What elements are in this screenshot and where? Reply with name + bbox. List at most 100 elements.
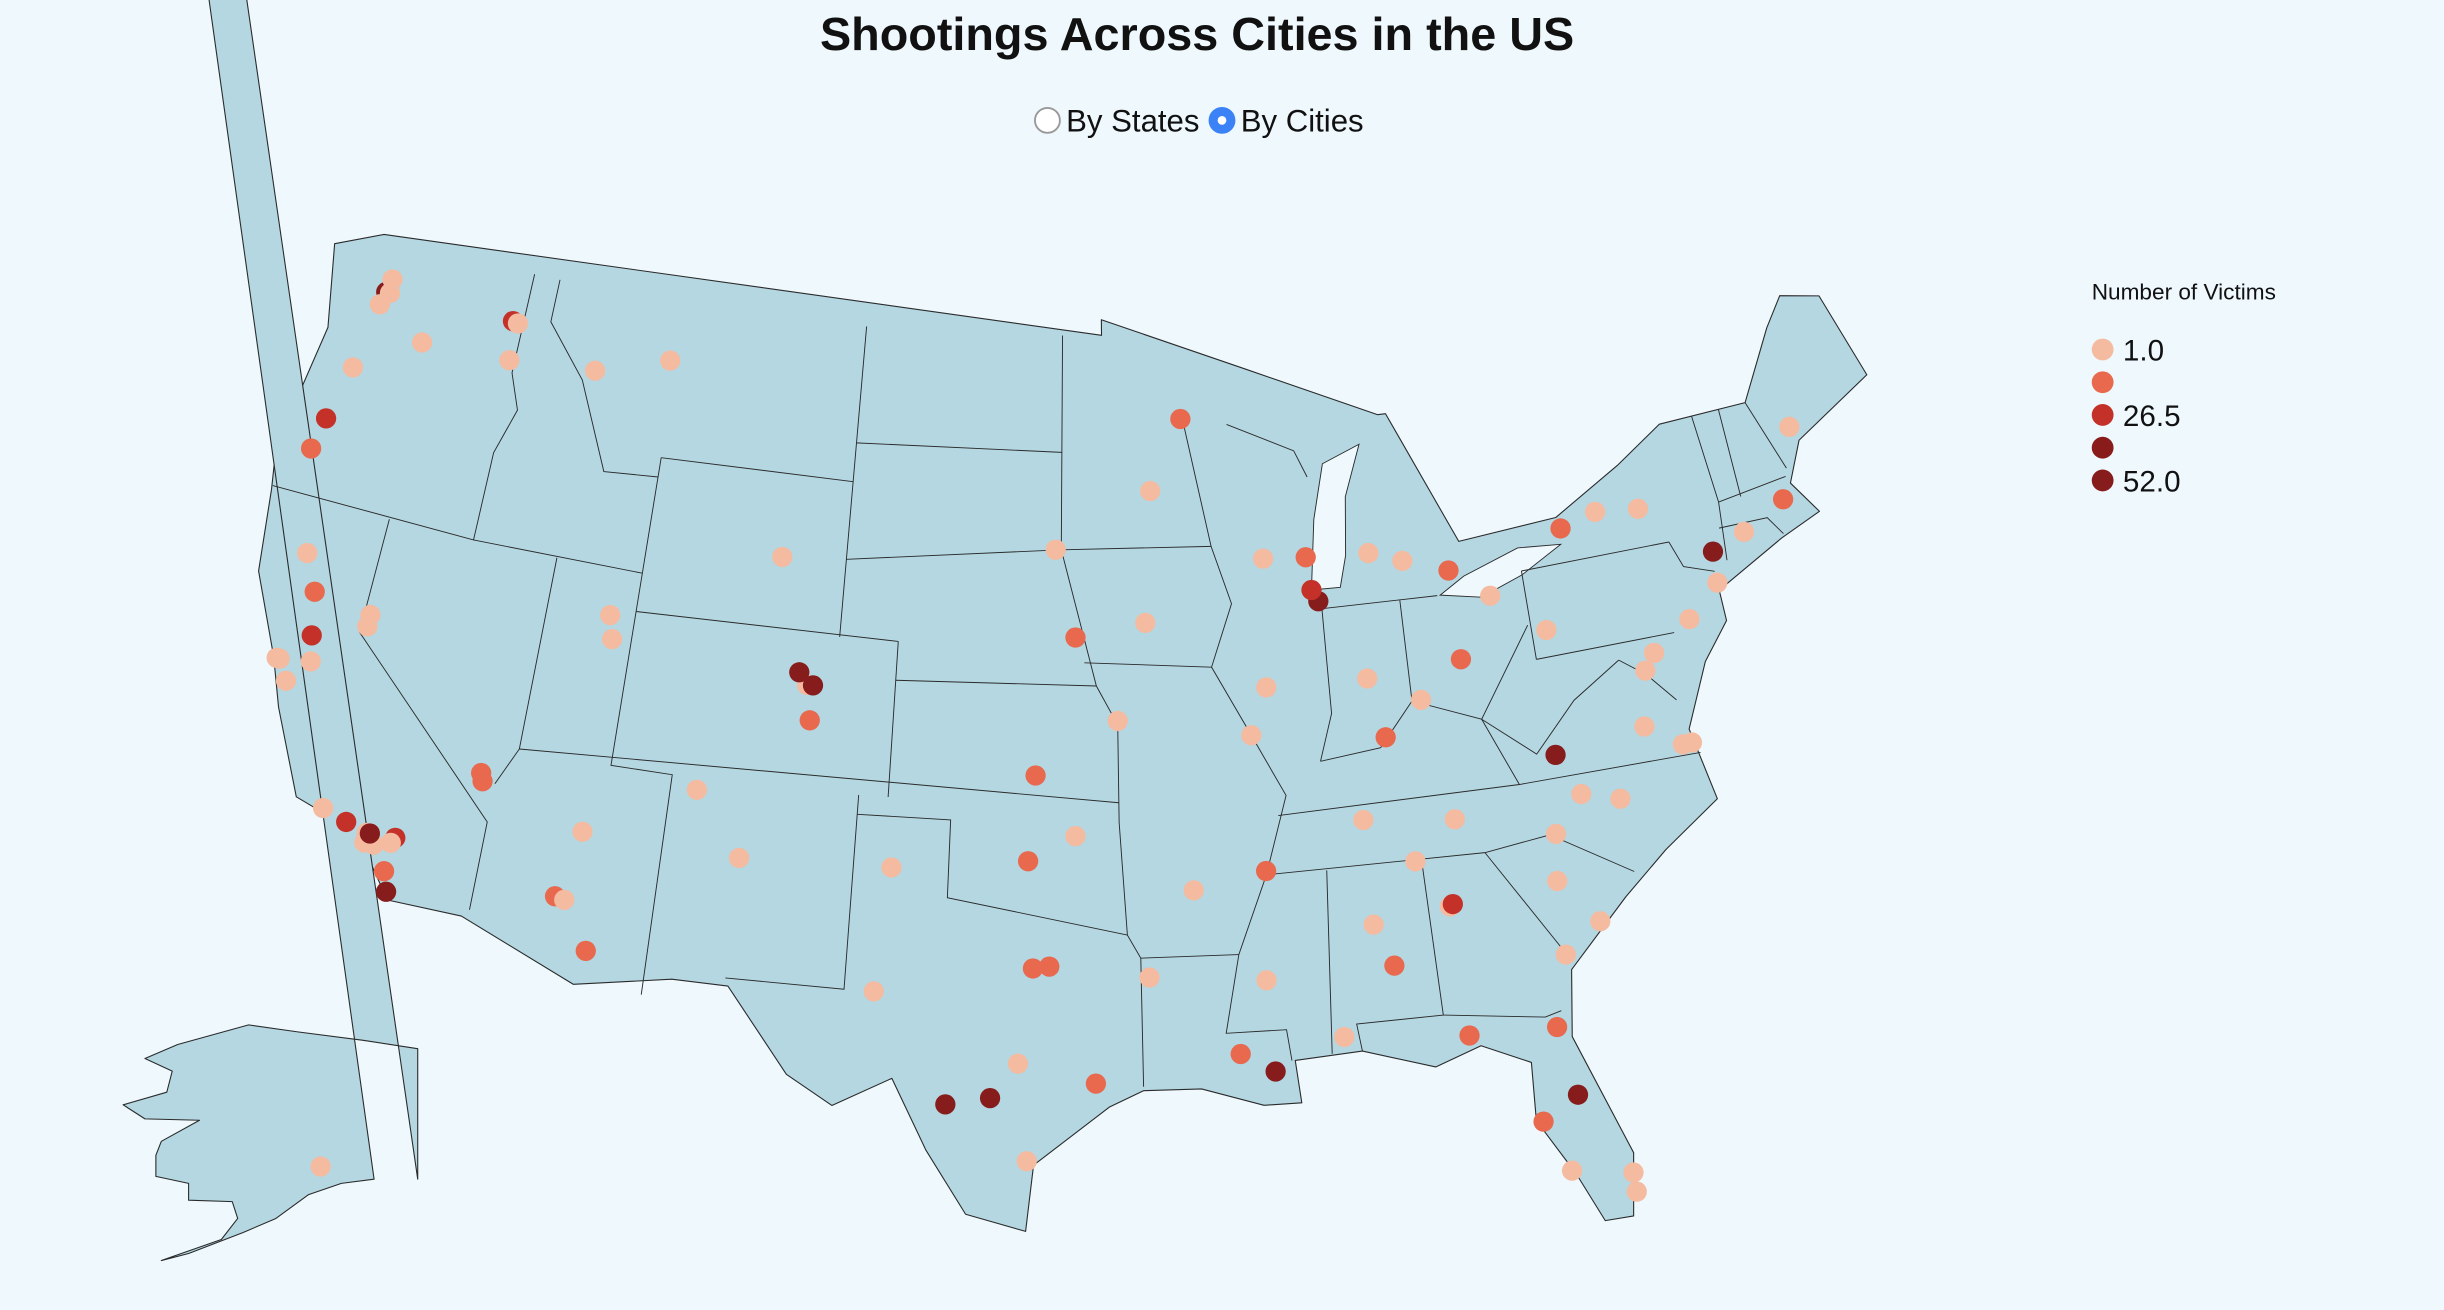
city-dot[interactable]	[275, 670, 297, 691]
city-dot[interactable]	[1610, 788, 1631, 809]
city-dot[interactable]	[342, 357, 364, 378]
city-dot[interactable]	[935, 1094, 956, 1115]
city-dot[interactable]	[1358, 542, 1379, 564]
city-dot[interactable]	[301, 625, 322, 646]
city-dot[interactable]	[297, 542, 318, 564]
city-dot[interactable]	[1392, 550, 1413, 571]
city-dot[interactable]	[1567, 1084, 1589, 1105]
city-dot[interactable]	[799, 710, 820, 731]
city-dot[interactable]	[1679, 609, 1700, 630]
city-dot[interactable]	[304, 581, 325, 602]
city-dot[interactable]	[380, 832, 401, 853]
city-dot[interactable]	[1545, 823, 1567, 845]
city-dot[interactable]	[1241, 725, 1262, 746]
city-dot[interactable]	[1545, 744, 1566, 766]
city-dot[interactable]	[507, 313, 529, 334]
city-dot[interactable]	[300, 438, 322, 459]
city-dot[interactable]	[1301, 579, 1322, 601]
city-dot[interactable]	[1255, 860, 1277, 882]
city-dot[interactable]	[1546, 1016, 1568, 1038]
city-dot[interactable]	[1384, 955, 1405, 976]
city-dot[interactable]	[359, 823, 381, 844]
city-dot[interactable]	[1623, 1162, 1644, 1183]
city-dot[interactable]	[472, 771, 493, 792]
city-dot[interactable]	[1707, 572, 1728, 593]
city-dot[interactable]	[1547, 870, 1568, 892]
city-dot[interactable]	[1265, 1061, 1286, 1082]
city-dot[interactable]	[1585, 501, 1606, 523]
city-dot[interactable]	[373, 861, 395, 882]
city-dot[interactable]	[1643, 642, 1665, 664]
city-dot[interactable]	[1442, 893, 1463, 915]
city-dot[interactable]	[1733, 521, 1755, 542]
city-dot[interactable]	[1183, 880, 1204, 901]
city-dot[interactable]	[1438, 560, 1459, 581]
city-dot[interactable]	[1135, 612, 1156, 634]
city-dot[interactable]	[411, 332, 433, 353]
city-dot[interactable]	[863, 981, 884, 1002]
city-dot[interactable]	[1626, 1181, 1647, 1202]
city-dot[interactable]	[499, 350, 520, 371]
city-dot[interactable]	[1634, 716, 1655, 737]
city-dot[interactable]	[881, 857, 902, 878]
city-dot[interactable]	[1555, 944, 1576, 965]
city-dot[interactable]	[575, 940, 596, 961]
city-dot[interactable]	[357, 616, 378, 637]
city-dot[interactable]	[1139, 967, 1160, 988]
city-dot[interactable]	[1779, 416, 1800, 437]
city-dot[interactable]	[1459, 1025, 1480, 1046]
city-dot[interactable]	[1635, 660, 1656, 681]
city-dot[interactable]	[1590, 911, 1611, 932]
city-dot[interactable]	[1444, 809, 1465, 830]
city-dot[interactable]	[269, 648, 290, 669]
city-dot[interactable]	[1017, 851, 1039, 872]
city-dot[interactable]	[1045, 539, 1066, 560]
city-dot[interactable]	[375, 881, 397, 902]
city-dot[interactable]	[1357, 668, 1378, 689]
city-dot[interactable]	[1561, 1160, 1583, 1181]
city-dot[interactable]	[312, 797, 334, 819]
city-dot[interactable]	[1405, 851, 1426, 872]
city-dot[interactable]	[300, 651, 321, 672]
city-dot[interactable]	[1353, 809, 1374, 831]
city-dot[interactable]	[1022, 958, 1044, 979]
city-dot[interactable]	[1039, 956, 1060, 977]
city-dot[interactable]	[802, 675, 824, 696]
city-dot[interactable]	[772, 546, 793, 568]
city-dot[interactable]	[1140, 480, 1161, 502]
city-dot[interactable]	[1550, 518, 1571, 539]
city-dot[interactable]	[584, 360, 606, 381]
city-dot[interactable]	[1375, 727, 1396, 748]
city-dot[interactable]	[1016, 1151, 1037, 1172]
city-dot[interactable]	[1702, 541, 1724, 562]
radio-label[interactable]: By States	[1066, 103, 1199, 138]
city-dot[interactable]	[1085, 1073, 1107, 1094]
city-dot[interactable]	[1536, 619, 1557, 641]
city-dot[interactable]	[1627, 498, 1649, 519]
city-dot[interactable]	[336, 811, 357, 833]
city-dot[interactable]	[1533, 1111, 1554, 1132]
city-dot[interactable]	[379, 282, 401, 304]
city-dot[interactable]	[310, 1156, 331, 1177]
city-dot[interactable]	[1334, 1026, 1355, 1048]
city-dot[interactable]	[789, 662, 810, 683]
city-dot[interactable]	[1230, 1043, 1251, 1065]
city-dot[interactable]	[572, 821, 593, 842]
city-dot[interactable]	[554, 889, 575, 910]
city-dot[interactable]	[1107, 710, 1128, 732]
city-dot[interactable]	[1480, 585, 1501, 606]
city-dot[interactable]	[660, 350, 681, 371]
city-dot[interactable]	[728, 847, 750, 869]
city-dot[interactable]	[600, 604, 621, 626]
radio-button[interactable]	[1034, 106, 1061, 134]
city-dot[interactable]	[1256, 677, 1277, 698]
city-dot[interactable]	[686, 779, 708, 800]
city-dot[interactable]	[601, 628, 623, 650]
city-dot[interactable]	[1295, 547, 1316, 568]
city-dot[interactable]	[1065, 627, 1086, 648]
city-dot[interactable]	[1256, 970, 1277, 991]
city-dot[interactable]	[1571, 783, 1592, 805]
city-dot[interactable]	[1772, 489, 1794, 510]
city-dot[interactable]	[1681, 732, 1703, 753]
city-dot[interactable]	[1170, 408, 1191, 430]
